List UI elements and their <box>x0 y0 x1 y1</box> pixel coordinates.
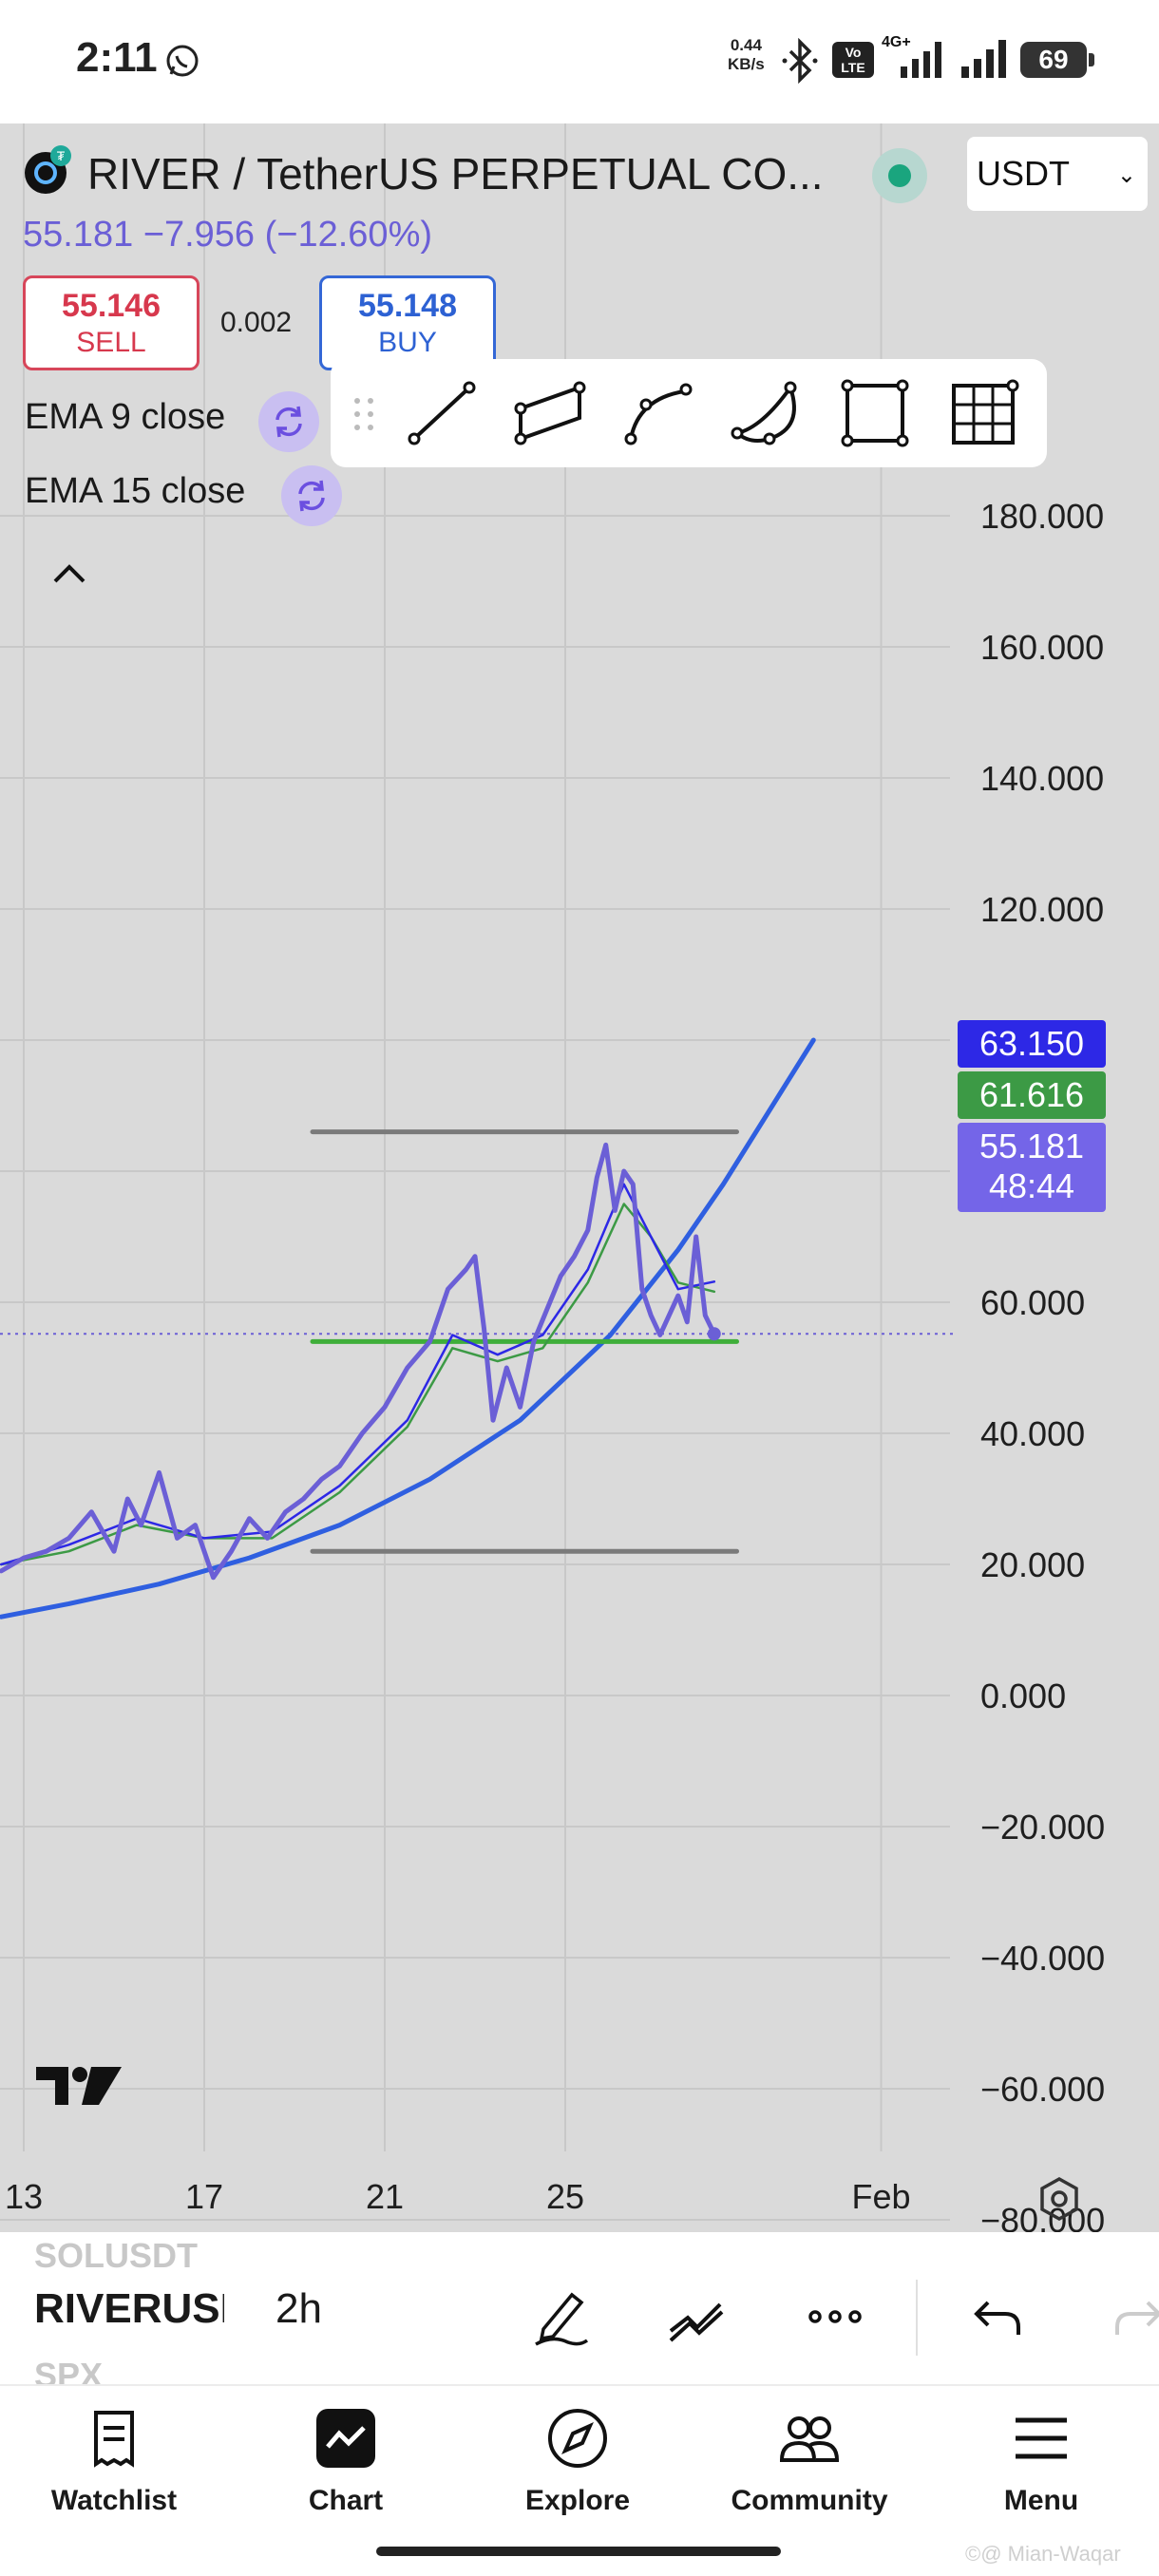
trend-line-tool-icon[interactable] <box>399 370 484 456</box>
menu-icon <box>1016 2417 1067 2459</box>
ema15-series-line <box>0 1203 716 1566</box>
nav-watchlist-label: Watchlist <box>50 2485 178 2516</box>
chart-area[interactable]: 180.000160.000140.000120.000100.00080.00… <box>0 123 1159 2232</box>
x-tick-label: 17 <box>185 2177 223 2216</box>
sell-button[interactable]: 55.146 SELL <box>23 275 200 370</box>
ema9-sync-icon[interactable] <box>258 391 319 452</box>
battery-icon: 69 <box>1020 42 1094 78</box>
trend-tools-icon[interactable] <box>665 2285 728 2348</box>
last-price-point <box>707 1327 721 1341</box>
ema15-price-tag: 61.616 <box>958 1071 1106 1119</box>
price-series-line <box>0 1142 717 1581</box>
y-axis: 180.000160.000140.000120.000100.00080.00… <box>980 497 1105 2232</box>
nav-explore-label: Explore <box>524 2485 631 2516</box>
nav-chart[interactable]: Chart <box>251 2405 441 2517</box>
market-status-icon[interactable] <box>872 148 927 203</box>
ema9-price-tag: 63.150 <box>958 1020 1106 1068</box>
y-tick-label: −20.000 <box>980 1808 1105 1847</box>
next-symbol[interactable]: SPX <box>34 2356 104 2384</box>
drawing-toolbar <box>331 359 1047 467</box>
x-axis: 13 17 21 25 Feb <box>5 2177 911 2216</box>
signal-icon <box>961 40 1006 78</box>
chart-settings-icon[interactable] <box>1036 2175 1083 2223</box>
nav-chart-label: Chart <box>308 2485 384 2516</box>
buy-label: BUY <box>378 327 437 358</box>
y-tick-label: 160.000 <box>980 628 1104 667</box>
chevron-down-icon: ⌄ <box>1116 162 1136 188</box>
redo-icon[interactable] <box>1106 2285 1159 2348</box>
symbol-title[interactable]: RIVER / TetherUS PERPETUAL CO... <box>87 149 824 199</box>
volte-badge: Vo LTE <box>832 42 874 78</box>
spread-value: 0.002 <box>220 307 293 338</box>
currency-select[interactable]: USDT ⌄ <box>967 137 1148 211</box>
sell-label: SELL <box>76 327 146 358</box>
y-tick-label: 180.000 <box>980 497 1104 536</box>
rectangle-tool-icon[interactable] <box>832 370 918 456</box>
y-tick-label: 0.000 <box>980 1676 1066 1715</box>
toolbar-divider <box>916 2280 918 2356</box>
network-speed: 0.44 KB/s <box>728 36 765 73</box>
sell-price: 55.146 <box>62 288 161 324</box>
buy-price: 55.148 <box>358 288 457 324</box>
pen-icon[interactable] <box>530 2285 593 2348</box>
prev-symbol[interactable]: SOLUSDT <box>34 2236 199 2275</box>
y-tick-label: −40.000 <box>980 1939 1105 1978</box>
y-tick-label: 40.000 <box>980 1414 1085 1453</box>
watchlist-icon <box>94 2411 134 2468</box>
buy-button[interactable]: 55.148 BUY <box>319 275 496 370</box>
nav-community[interactable]: Community <box>714 2405 904 2517</box>
indicator-ema9-label[interactable]: EMA 9 close <box>25 397 226 437</box>
nav-menu[interactable]: Menu <box>946 2405 1136 2517</box>
interval-button[interactable]: 2h <box>276 2285 322 2332</box>
last-price-value: 55.181 <box>978 1127 1085 1165</box>
price-change: 55.181 −7.956 (−12.60%) <box>23 215 433 255</box>
y-tick-label: −60.000 <box>980 2070 1105 2109</box>
curve-series-line <box>0 1037 816 1619</box>
arc-tool-icon[interactable] <box>724 370 809 456</box>
nav-explore[interactable]: Explore <box>483 2405 673 2517</box>
x-tick-label: Feb <box>851 2177 910 2216</box>
chart-icon <box>316 2409 375 2468</box>
river-logo-icon: ₮ <box>25 145 71 194</box>
community-icon <box>779 2416 840 2462</box>
bluetooth-icon <box>782 38 818 84</box>
status-bar: 2:11 0.44 KB/s Vo LTE 4G+ 69 <box>0 0 1159 123</box>
grid-tool-icon[interactable] <box>940 370 1026 456</box>
more-icon[interactable] <box>804 2285 866 2348</box>
y-tick-label: 20.000 <box>980 1545 1085 1584</box>
x-tick-label: 13 <box>5 2177 43 2216</box>
last-price-tag: 55.181 48:44 <box>958 1123 1106 1212</box>
y-tick-label: 140.000 <box>980 759 1104 798</box>
y-tick-label: 120.000 <box>980 890 1104 929</box>
signal-4g-icon: 4G+ <box>882 34 950 80</box>
nav-watchlist[interactable]: Watchlist <box>19 2405 209 2517</box>
y-tick-label: 60.000 <box>980 1283 1085 1322</box>
home-indicator[interactable] <box>376 2547 781 2556</box>
indicator-ema15-label[interactable]: EMA 15 close <box>25 471 246 511</box>
current-symbol[interactable]: RIVERUSDT <box>34 2285 224 2332</box>
tradingview-logo-icon <box>36 2067 122 2105</box>
chart-bottom-toolbar: SOLUSDT RIVERUSDT SPX 2h <box>0 2232 1159 2384</box>
bar-countdown: 48:44 <box>988 1166 1075 1205</box>
status-time: 2:11 <box>76 34 158 81</box>
x-tick-label: 25 <box>546 2177 584 2216</box>
nav-community-label: Community <box>731 2485 888 2516</box>
parallel-channel-tool-icon[interactable] <box>507 370 593 456</box>
watermark: ©@ Mian-Waqar <box>965 2542 1121 2566</box>
svg-text:₮: ₮ <box>57 148 66 163</box>
undo-icon[interactable] <box>967 2285 1030 2348</box>
compass-icon <box>548 2409 607 2468</box>
chevron-up-icon[interactable] <box>48 555 91 593</box>
ema9-series-line <box>0 1183 716 1566</box>
nav-menu-label: Menu <box>1003 2485 1079 2516</box>
curve-tool-icon[interactable] <box>616 370 701 456</box>
whatsapp-icon <box>166 45 199 77</box>
x-tick-label: 21 <box>366 2177 404 2216</box>
chart-series <box>0 1037 958 1619</box>
currency-value: USDT <box>977 154 1070 193</box>
ema15-sync-icon[interactable] <box>281 465 342 526</box>
drag-handle-icon[interactable] <box>350 393 378 435</box>
bottom-navigation: Watchlist Chart Explore Community Menu <box>0 2384 1159 2576</box>
